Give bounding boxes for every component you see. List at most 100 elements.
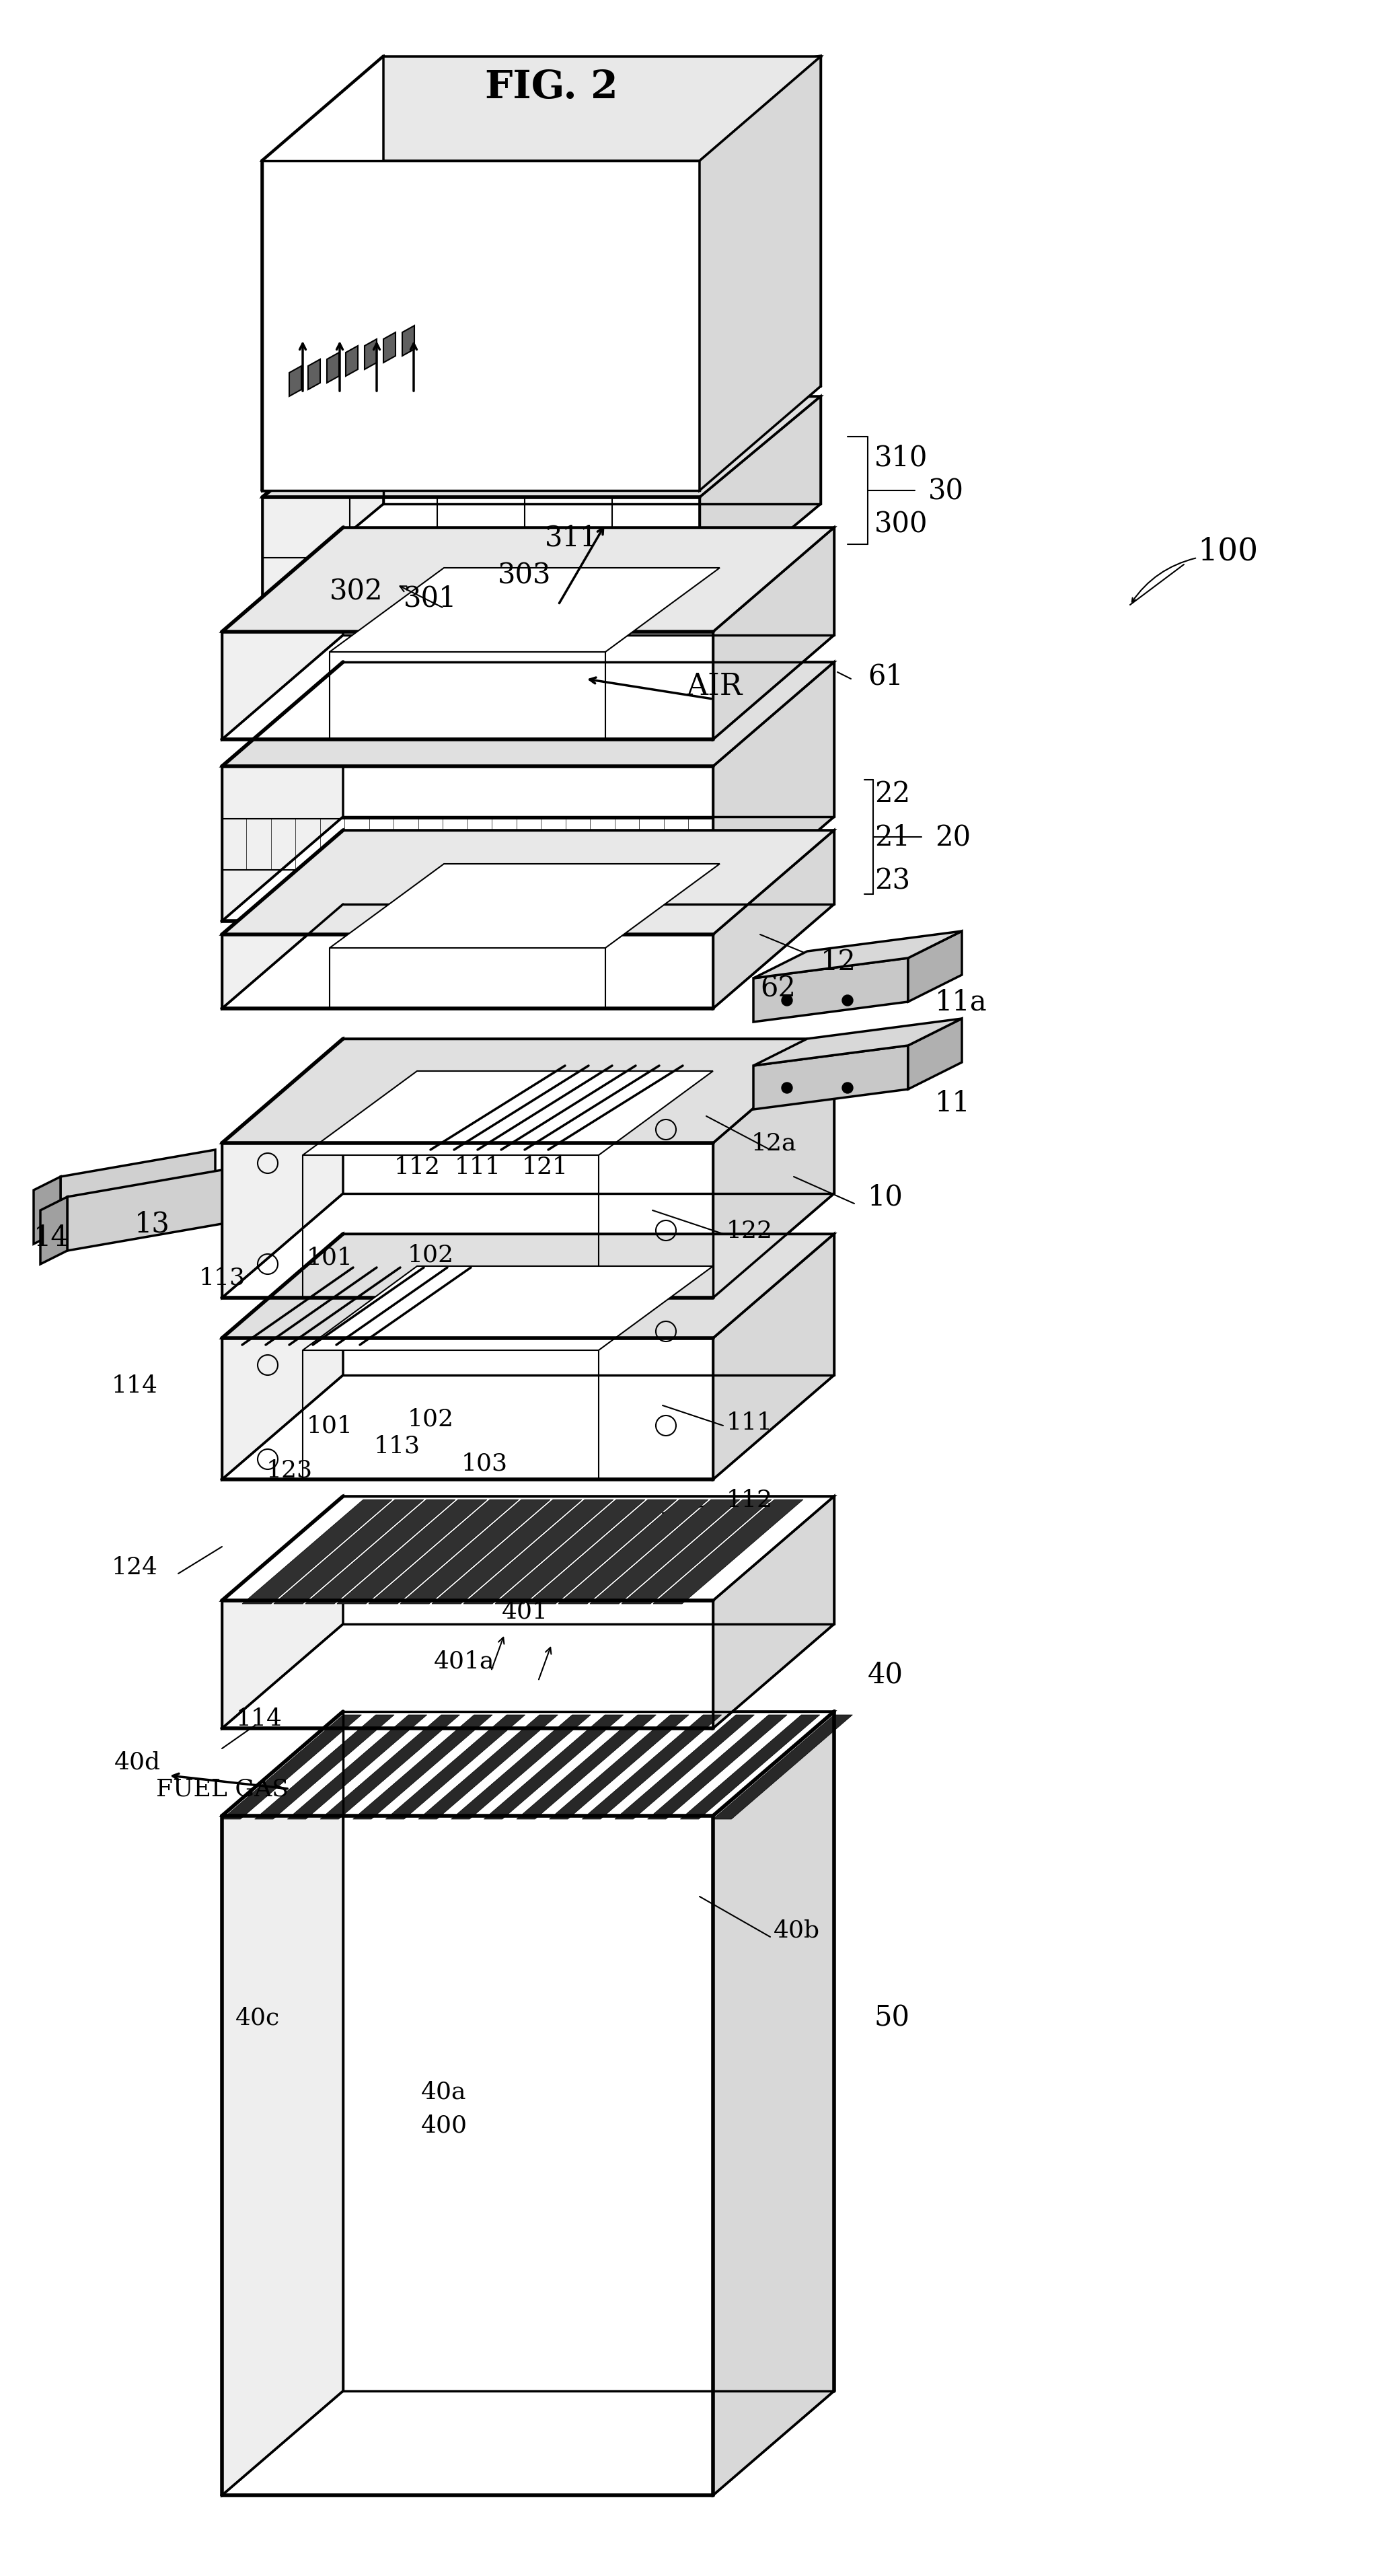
Polygon shape [713,528,834,739]
Text: 40: 40 [868,1662,903,1690]
Text: 111: 111 [727,1412,773,1435]
Polygon shape [222,662,834,768]
Polygon shape [222,1710,343,2496]
Polygon shape [222,631,713,739]
Polygon shape [262,57,821,162]
Text: 123: 123 [266,1458,313,1481]
Polygon shape [61,1149,215,1231]
Polygon shape [303,1267,713,1350]
Polygon shape [713,1497,834,1728]
Polygon shape [262,397,821,497]
Polygon shape [590,1499,740,1605]
Polygon shape [222,1234,343,1479]
Text: 40d: 40d [115,1752,161,1775]
Text: 100: 100 [1197,536,1258,567]
Polygon shape [353,1716,493,1819]
Circle shape [781,994,792,1007]
Polygon shape [753,1020,963,1066]
Polygon shape [368,1499,518,1605]
Text: 102: 102 [407,1244,454,1265]
Polygon shape [68,1170,222,1252]
Text: 113: 113 [374,1435,420,1458]
Text: 114: 114 [111,1373,158,1396]
Polygon shape [40,1198,68,1265]
Polygon shape [713,1716,853,1819]
Polygon shape [483,1716,623,1819]
Polygon shape [699,397,821,605]
Text: 121: 121 [522,1157,568,1177]
Text: 13: 13 [134,1211,170,1239]
Polygon shape [222,528,343,739]
Text: 124: 124 [111,1556,158,1579]
Polygon shape [615,1716,755,1819]
Text: 10: 10 [868,1182,903,1211]
Text: 112: 112 [393,1157,440,1177]
Text: 103: 103 [461,1450,507,1473]
Polygon shape [558,1499,708,1605]
Polygon shape [222,1038,834,1144]
Polygon shape [262,397,384,605]
Polygon shape [622,1499,771,1605]
Polygon shape [222,1600,713,1728]
Polygon shape [909,933,963,1002]
Polygon shape [222,1710,834,1816]
Text: 301: 301 [404,585,457,613]
Polygon shape [330,569,720,652]
Text: 302: 302 [330,577,384,605]
Polygon shape [330,866,720,948]
Polygon shape [452,1716,590,1819]
Polygon shape [346,345,357,376]
Polygon shape [222,1340,713,1479]
Text: 11a: 11a [935,989,988,1018]
Text: 114: 114 [235,1708,283,1731]
Polygon shape [384,332,396,363]
Polygon shape [713,1038,834,1298]
Text: 122: 122 [727,1218,773,1242]
Text: AIR: AIR [686,672,742,701]
Polygon shape [222,528,834,631]
Polygon shape [582,1716,722,1819]
Polygon shape [222,1816,713,2496]
Polygon shape [222,1144,713,1298]
Polygon shape [222,768,713,922]
Text: 11: 11 [935,1090,971,1118]
Text: 102: 102 [407,1406,454,1430]
Text: 303: 303 [499,562,551,590]
Text: 14: 14 [33,1224,69,1252]
Polygon shape [464,1499,614,1605]
Polygon shape [222,662,343,922]
Text: 40b: 40b [774,1919,820,1942]
Polygon shape [307,361,320,389]
Text: FUEL GAS: FUEL GAS [155,1777,288,1801]
Polygon shape [713,1710,834,2496]
Polygon shape [385,1716,525,1819]
Text: 40c: 40c [235,2007,280,2030]
Polygon shape [222,1497,834,1600]
Text: 50: 50 [874,2004,910,2032]
Text: 62: 62 [760,974,796,1002]
Polygon shape [909,1020,963,1090]
Polygon shape [305,1499,456,1605]
Text: 112: 112 [727,1489,773,1512]
Polygon shape [364,340,377,371]
Text: 12a: 12a [751,1131,796,1154]
Polygon shape [713,662,834,922]
Polygon shape [337,1499,488,1605]
Polygon shape [753,933,963,979]
Text: 113: 113 [198,1267,245,1291]
Polygon shape [262,162,699,492]
Polygon shape [222,935,713,1010]
Text: 101: 101 [306,1414,353,1437]
Polygon shape [494,1499,645,1605]
Polygon shape [255,1716,395,1819]
Circle shape [842,994,853,1007]
Polygon shape [288,1716,427,1819]
Polygon shape [713,829,834,1010]
Text: 111: 111 [454,1157,501,1177]
Polygon shape [222,1716,361,1819]
Polygon shape [526,1499,677,1605]
Polygon shape [222,829,343,1010]
Text: 310: 310 [874,443,928,471]
Text: 101: 101 [306,1247,353,1270]
Polygon shape [550,1716,688,1819]
